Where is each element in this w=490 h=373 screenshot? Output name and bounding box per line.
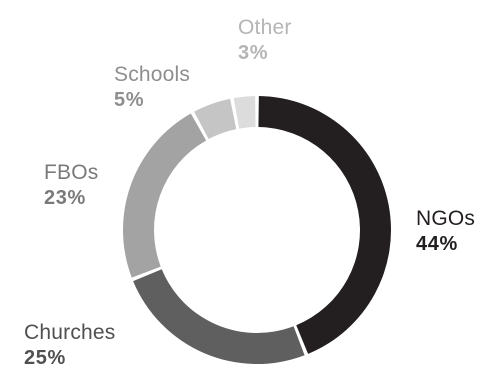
slice-label-churches: Churches 25%: [24, 321, 115, 370]
slice-percent-other: 3%: [238, 42, 269, 64]
donut-slice-fbos: [123, 113, 207, 278]
slice-percent-schools: 5%: [114, 89, 145, 111]
slice-name-schools: Schools: [114, 63, 191, 86]
slice-label-fbos: FBOs 23%: [44, 161, 98, 210]
slice-percent-fbos: 23%: [44, 187, 86, 209]
donut-slice-schools: [194, 98, 237, 140]
donut-slice-ngos: [258, 96, 392, 354]
slice-name-churches: Churches: [24, 321, 116, 344]
donut-slice-churches: [133, 269, 305, 364]
slice-percent-ngos: 44%: [416, 233, 458, 255]
slice-label-other: Other 3%: [238, 16, 292, 65]
slice-name-other: Other: [238, 16, 292, 39]
donut-slice-other: [233, 96, 256, 129]
slice-name-fbos: FBOs: [44, 161, 99, 184]
slice-label-ngos: NGOs 44%: [416, 207, 475, 256]
slice-percent-churches: 25%: [24, 347, 66, 369]
slice-label-schools: Schools 5%: [114, 63, 190, 112]
slice-name-ngos: NGOs: [416, 207, 476, 230]
